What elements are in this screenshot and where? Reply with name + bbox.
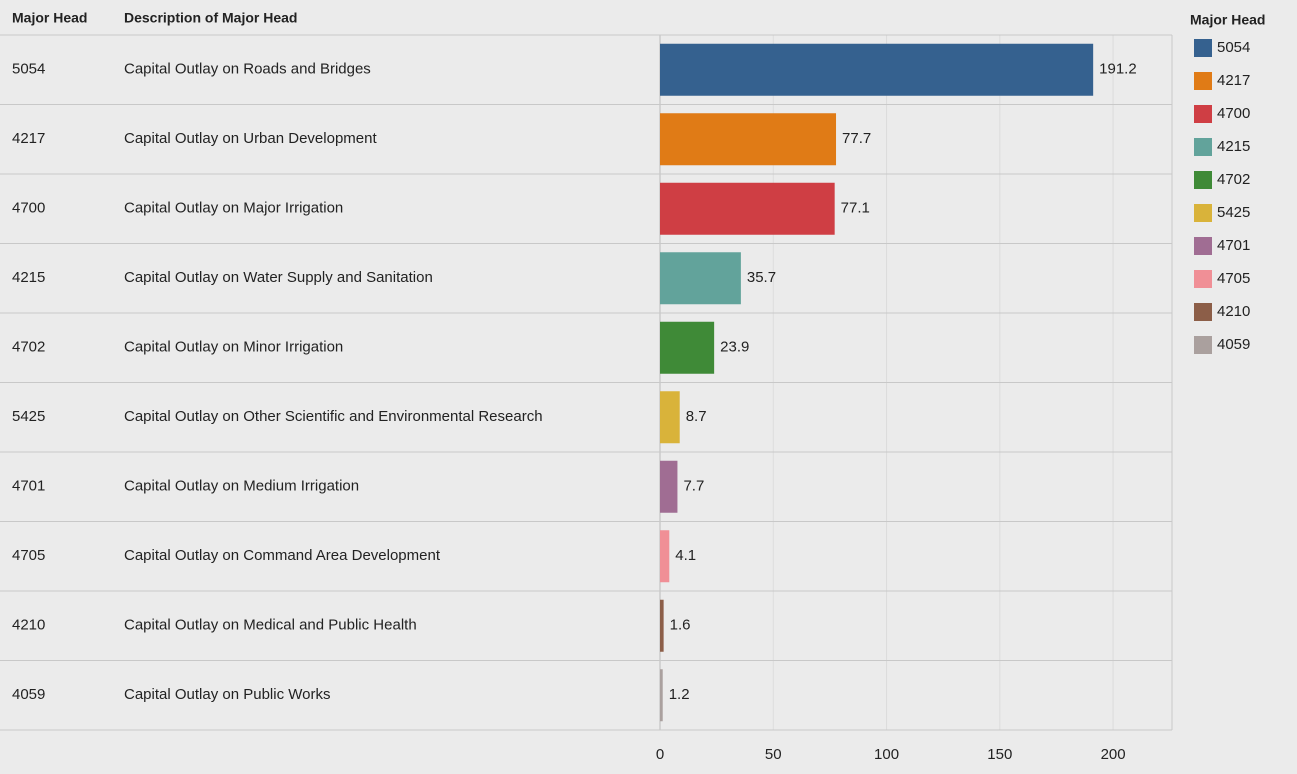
legend-swatch	[1194, 39, 1212, 57]
legend-label: 4215	[1217, 138, 1250, 155]
bar	[660, 43, 1094, 96]
row-description: Capital Outlay on Water Supply and Sanit…	[124, 269, 433, 286]
row-head: 4215	[12, 269, 45, 286]
column-header: Major Head	[12, 10, 87, 26]
legend-swatch	[1194, 237, 1212, 255]
row-description: Capital Outlay on Roads and Bridges	[124, 61, 371, 78]
legend-title: Major Head	[1190, 12, 1265, 28]
row-head: 4700	[12, 200, 45, 217]
legend-swatch	[1194, 204, 1212, 222]
legend-label: 4059	[1217, 336, 1250, 353]
value-label: 77.7	[842, 130, 871, 147]
value-label: 4.1	[675, 547, 696, 564]
row-description: Capital Outlay on Other Scientific and E…	[124, 408, 543, 425]
legend-label: 4701	[1217, 237, 1250, 254]
legend-swatch	[1194, 303, 1212, 321]
row-description: Capital Outlay on Medical and Public Hea…	[124, 617, 417, 634]
row-description: Capital Outlay on Minor Irrigation	[124, 339, 343, 356]
value-label: 1.6	[670, 617, 691, 634]
row-description: Capital Outlay on Major Irrigation	[124, 200, 343, 217]
value-label: 7.7	[683, 478, 704, 495]
row-head: 5054	[12, 61, 45, 78]
bar	[660, 669, 663, 722]
row-head: 4702	[12, 339, 45, 356]
legend-label: 4700	[1217, 105, 1250, 122]
legend-label: 5054	[1217, 39, 1250, 56]
bar	[660, 391, 680, 444]
x-tick-label: 150	[987, 746, 1012, 763]
legend-label: 4705	[1217, 270, 1250, 287]
bar	[660, 599, 664, 652]
legend-label: 4210	[1217, 303, 1250, 320]
bar	[660, 182, 835, 235]
row-description: Capital Outlay on Public Works	[124, 686, 330, 703]
x-tick-label: 50	[765, 746, 782, 763]
x-tick-label: 200	[1101, 746, 1126, 763]
bar	[660, 113, 837, 166]
legend-swatch	[1194, 138, 1212, 156]
row-description: Capital Outlay on Urban Development	[124, 130, 377, 147]
column-header: Description of Major Head	[124, 10, 297, 26]
legend-swatch	[1194, 270, 1212, 288]
bar	[660, 530, 670, 583]
legend-swatch	[1194, 105, 1212, 123]
value-label: 1.2	[669, 686, 690, 703]
x-tick-label: 100	[874, 746, 899, 763]
value-label: 191.2	[1099, 61, 1137, 78]
legend-swatch	[1194, 336, 1212, 354]
value-label: 23.9	[720, 339, 749, 356]
row-head: 4217	[12, 130, 45, 147]
legend-label: 5425	[1217, 204, 1250, 221]
bar	[660, 252, 741, 305]
x-tick-label: 0	[656, 746, 664, 763]
bar	[660, 321, 715, 374]
legend-swatch	[1194, 171, 1212, 189]
legend-label: 4702	[1217, 171, 1250, 188]
bar	[660, 460, 678, 513]
value-label: 35.7	[747, 269, 776, 286]
row-head: 4705	[12, 547, 45, 564]
row-head: 4059	[12, 686, 45, 703]
legend-swatch	[1194, 72, 1212, 90]
row-head: 4210	[12, 617, 45, 634]
value-label: 77.1	[841, 200, 870, 217]
row-head: 4701	[12, 478, 45, 495]
row-description: Capital Outlay on Medium Irrigation	[124, 478, 359, 495]
row-head: 5425	[12, 408, 45, 425]
row-description: Capital Outlay on Command Area Developme…	[124, 547, 441, 564]
legend-label: 4217	[1217, 72, 1250, 89]
value-label: 8.7	[686, 408, 707, 425]
